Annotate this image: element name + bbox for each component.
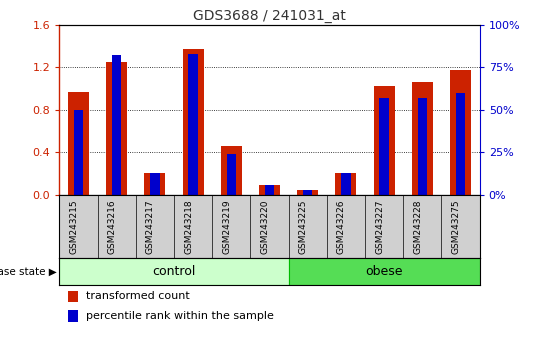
Bar xyxy=(456,93,465,195)
Bar xyxy=(259,185,280,195)
Text: obese: obese xyxy=(365,265,403,278)
Bar xyxy=(335,173,356,195)
Text: GSM243228: GSM243228 xyxy=(413,200,423,254)
Bar xyxy=(374,86,395,195)
Text: GSM243225: GSM243225 xyxy=(299,200,308,254)
Bar xyxy=(265,184,274,195)
Bar xyxy=(221,146,242,195)
Bar xyxy=(226,154,236,195)
Bar xyxy=(68,291,78,302)
Bar xyxy=(183,49,204,195)
Text: GDS3688 / 241031_at: GDS3688 / 241031_at xyxy=(193,9,346,23)
Bar xyxy=(297,190,318,195)
Text: disease state ▶: disease state ▶ xyxy=(0,267,57,277)
Bar xyxy=(112,55,121,195)
Bar xyxy=(68,310,78,322)
Bar xyxy=(450,70,471,195)
Text: GSM243219: GSM243219 xyxy=(222,200,231,255)
Text: GSM243220: GSM243220 xyxy=(260,200,270,254)
Text: transformed count: transformed count xyxy=(86,291,190,302)
Text: GSM243218: GSM243218 xyxy=(184,200,193,255)
Text: GSM243227: GSM243227 xyxy=(375,200,384,254)
Bar xyxy=(412,82,433,195)
Bar xyxy=(74,110,83,195)
Bar xyxy=(144,173,165,195)
Text: percentile rank within the sample: percentile rank within the sample xyxy=(86,311,274,321)
Text: GSM243215: GSM243215 xyxy=(70,200,78,255)
Bar xyxy=(379,98,389,195)
Bar xyxy=(188,54,198,195)
Bar xyxy=(150,173,160,195)
Bar xyxy=(59,258,288,285)
Text: GSM243217: GSM243217 xyxy=(146,200,155,255)
Bar xyxy=(418,98,427,195)
Text: GSM243275: GSM243275 xyxy=(452,200,461,255)
Bar xyxy=(288,258,480,285)
Bar xyxy=(303,190,313,195)
Bar xyxy=(106,62,127,195)
Text: GSM243216: GSM243216 xyxy=(108,200,116,255)
Bar xyxy=(341,173,351,195)
Text: GSM243226: GSM243226 xyxy=(337,200,346,254)
Text: control: control xyxy=(152,265,196,278)
Bar xyxy=(68,92,89,195)
